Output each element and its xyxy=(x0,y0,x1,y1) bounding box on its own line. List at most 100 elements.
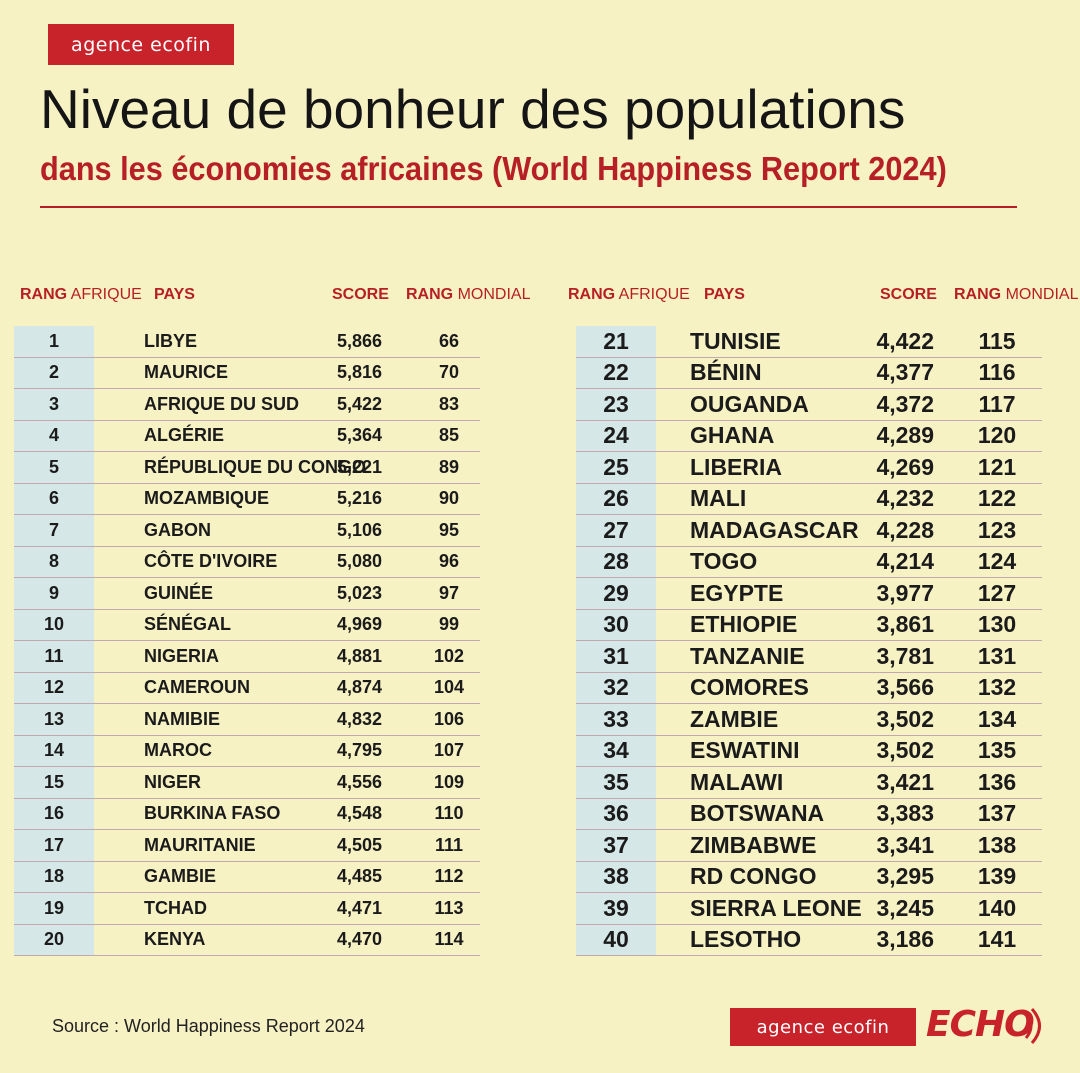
world-rank-cell: 139 xyxy=(977,863,1017,890)
country-cell: NIGER xyxy=(144,771,202,792)
score-cell: 5,816 xyxy=(336,362,382,383)
score-cell: 5,221 xyxy=(336,456,382,477)
table-row: 19 TCHAD 4,471 113 xyxy=(14,893,480,925)
score-cell: 4,556 xyxy=(336,771,382,792)
score-cell: 5,364 xyxy=(336,425,382,446)
agence-ecofin-footer-logo: agence ecofin xyxy=(730,1008,916,1046)
table-row: 12 CAMEROUN 4,874 104 xyxy=(14,672,480,704)
score-cell: 4,269 xyxy=(876,453,934,480)
title-divider xyxy=(40,206,1017,208)
country-cell: TOGO xyxy=(690,548,758,575)
world-rank-cell: 111 xyxy=(434,834,464,855)
table-row: 32 COMORES 3,566 132 xyxy=(576,672,1042,704)
rank-cell: 15 xyxy=(14,767,94,798)
rank-cell: 22 xyxy=(576,357,656,388)
score-cell: 5,023 xyxy=(336,582,382,603)
header-rang-mondial: RANG MONDIAL xyxy=(406,286,531,303)
rank-cell: 37 xyxy=(576,830,656,861)
logo-text: agence ecofin xyxy=(71,33,211,56)
score-cell: 5,422 xyxy=(336,393,382,414)
table-row: 34 ESWATINI 3,502 135 xyxy=(576,735,1042,767)
score-cell: 3,781 xyxy=(876,642,934,669)
country-cell: TANZANIE xyxy=(690,642,805,669)
country-cell: MAROC xyxy=(144,740,212,761)
country-cell: SIERRA LEONE xyxy=(690,894,862,921)
table-row: 1 LIBYE 5,866 66 xyxy=(14,326,480,358)
world-rank-cell: 130 xyxy=(977,611,1017,638)
rank-cell: 36 xyxy=(576,798,656,829)
country-cell: MOZAMBIQUE xyxy=(144,488,269,509)
score-cell: 3,977 xyxy=(876,579,934,606)
country-cell: RD CONGO xyxy=(690,863,817,890)
table-row: 8 CÔTE D'IVOIRE 5,080 96 xyxy=(14,546,480,578)
score-cell: 5,080 xyxy=(336,551,382,572)
rank-cell: 3 xyxy=(14,389,94,420)
world-rank-cell: 83 xyxy=(438,393,460,414)
world-rank-cell: 89 xyxy=(438,456,460,477)
country-cell: LIBERIA xyxy=(690,453,782,480)
world-rank-cell: 124 xyxy=(977,548,1017,575)
rank-cell: 38 xyxy=(576,861,656,892)
score-cell: 3,421 xyxy=(876,768,934,795)
agence-ecofin-logo: agence ecofin xyxy=(48,24,234,65)
score-cell: 4,228 xyxy=(876,516,934,543)
table-row: 25 LIBERIA 4,269 121 xyxy=(576,452,1042,484)
score-cell: 4,485 xyxy=(336,866,382,887)
table-row: 23 OUGANDA 4,372 117 xyxy=(576,389,1042,421)
country-cell: MADAGASCAR xyxy=(690,516,859,543)
country-cell: MAURICE xyxy=(144,362,228,383)
world-rank-cell: 102 xyxy=(433,645,465,666)
table-row: 6 MOZAMBIQUE 5,216 90 xyxy=(14,483,480,515)
world-rank-cell: 127 xyxy=(977,579,1017,606)
world-rank-cell: 140 xyxy=(977,894,1017,921)
table-row: 22 BÉNIN 4,377 116 xyxy=(576,357,1042,389)
table-row: 21 TUNISIE 4,422 115 xyxy=(576,326,1042,358)
country-cell: AFRIQUE DU SUD xyxy=(144,393,300,414)
country-cell: EGYPTE xyxy=(690,579,784,606)
header-pays: PAYS xyxy=(154,286,195,303)
country-cell: GAMBIE xyxy=(144,866,216,887)
rank-cell: 2 xyxy=(14,357,94,388)
rank-cell: 8 xyxy=(14,546,94,577)
rank-cell: 13 xyxy=(14,704,94,735)
world-rank-cell: 137 xyxy=(977,800,1017,827)
country-cell: MALAWI xyxy=(690,768,784,795)
world-rank-cell: 97 xyxy=(438,582,460,603)
score-cell: 4,548 xyxy=(336,803,382,824)
rank-cell: 6 xyxy=(14,483,94,514)
country-cell: MALI xyxy=(690,485,747,512)
table-header: RANG AFRIQUE PAYS SCORE RANG MONDIAL xyxy=(568,282,1078,308)
rank-cell: 40 xyxy=(576,924,656,955)
country-cell: TUNISIE xyxy=(690,327,781,354)
world-rank-cell: 113 xyxy=(434,897,464,918)
world-rank-cell: 120 xyxy=(977,422,1017,449)
world-rank-cell: 135 xyxy=(977,737,1017,764)
country-cell: LIBYE xyxy=(144,330,198,351)
table-row: 4 ALGÉRIE 5,364 85 xyxy=(14,420,480,452)
table-row: 5 RÉPUBLIQUE DU CONGO 5,221 89 xyxy=(14,452,480,484)
rank-cell: 1 xyxy=(14,326,94,357)
rank-cell: 19 xyxy=(14,893,94,924)
world-rank-cell: 66 xyxy=(438,330,460,351)
country-cell: CAMEROUN xyxy=(144,677,250,698)
world-rank-cell: 123 xyxy=(977,516,1017,543)
world-rank-cell: 85 xyxy=(438,425,460,446)
score-cell: 3,295 xyxy=(876,863,934,890)
rank-cell: 11 xyxy=(14,641,94,672)
rank-cell: 10 xyxy=(14,609,94,640)
table-row: 36 BOTSWANA 3,383 137 xyxy=(576,798,1042,830)
world-rank-cell: 112 xyxy=(434,866,464,887)
table-row: 20 KENYA 4,470 114 xyxy=(14,924,480,956)
country-cell: RÉPUBLIQUE DU CONGO xyxy=(144,456,367,477)
echo-logo: ECHO xyxy=(922,1000,1042,1052)
score-cell: 4,422 xyxy=(876,327,934,354)
score-cell: 4,832 xyxy=(336,708,382,729)
score-cell: 4,969 xyxy=(336,614,382,635)
country-cell: GUINÉE xyxy=(144,582,214,603)
rank-cell: 24 xyxy=(576,420,656,451)
world-rank-cell: 106 xyxy=(433,708,465,729)
header-score: SCORE xyxy=(332,286,389,303)
table-row: 14 MAROC 4,795 107 xyxy=(14,735,480,767)
world-rank-cell: 70 xyxy=(438,362,460,383)
rank-cell: 9 xyxy=(14,578,94,609)
